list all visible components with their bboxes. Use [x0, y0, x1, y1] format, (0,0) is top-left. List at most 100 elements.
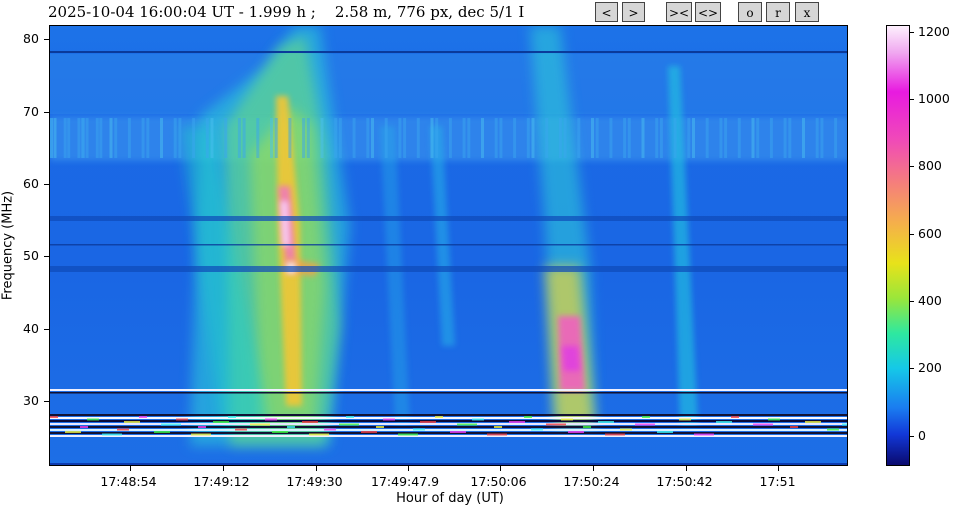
prev-button[interactable]: <: [595, 2, 618, 22]
texture-stripe: [595, 118, 599, 158]
rfi-speck: [598, 421, 614, 423]
close-button[interactable]: x: [795, 2, 819, 22]
rfi-speck: [213, 421, 229, 423]
spectrogram-image: [50, 26, 847, 465]
texture-stripe: [306, 118, 310, 158]
rfi-speck: [235, 428, 247, 431]
rfi-speck: [383, 418, 395, 421]
rfi-speck: [546, 423, 566, 426]
texture-stripe: [467, 118, 471, 158]
rfi-speck: [87, 418, 99, 421]
x-tick-label: 17:49:47.9: [371, 474, 440, 489]
rfi-speck: [124, 421, 140, 423]
rfi-speck: [117, 428, 129, 431]
texture-stripe: [531, 118, 535, 158]
x-tick-label: 17:49:12: [193, 474, 250, 489]
zoom-in-button[interactable]: ><: [666, 2, 692, 22]
option-r-button[interactable]: r: [766, 2, 790, 22]
rfi-speck: [753, 423, 773, 426]
rfi-speck: [154, 431, 170, 433]
texture-stripe: [687, 118, 691, 158]
texture-stripe: [50, 118, 53, 158]
burst-shape: [430, 126, 455, 346]
texture-stripe: [146, 118, 150, 158]
texture-stripe: [481, 118, 484, 158]
texture-stripe: [545, 118, 549, 158]
rfi-speck: [583, 426, 591, 428]
texture-stripe: [77, 118, 81, 158]
y-tick-label: 50: [23, 248, 39, 264]
texture-stripe: [160, 118, 163, 158]
texture-stripe: [641, 118, 645, 158]
x-tick-label: 17:49:30: [286, 474, 343, 489]
rfi-speck: [250, 423, 270, 426]
rfi-speck: [198, 426, 206, 428]
x-tick-mark: [408, 466, 409, 471]
y-tick-mark: [44, 256, 49, 258]
next-button[interactable]: >: [622, 2, 645, 22]
texture-stripe: [673, 118, 677, 158]
colorbar-tick-mark: [910, 301, 914, 303]
y-tick-mark: [44, 111, 49, 113]
texture-stripe: [320, 118, 324, 158]
rfi-speck: [420, 421, 436, 423]
texture-stripe: [783, 118, 787, 158]
texture-stripe: [210, 118, 214, 158]
x-axis-label: Hour of day (UT): [396, 491, 504, 506]
rfi-speck: [472, 418, 484, 421]
colorbar-tick-label: 1000: [918, 91, 950, 107]
texture-stripe: [53, 118, 57, 158]
texture-stripe: [627, 118, 631, 158]
rfi-line: [50, 435, 847, 437]
texture-stripe: [591, 118, 594, 158]
texture-stripe: [242, 118, 246, 158]
y-tick-mark: [44, 400, 49, 402]
texture-stripe: [563, 118, 567, 158]
colorbar-tick-label: 200: [918, 360, 942, 376]
y-tick-label: 80: [23, 31, 39, 47]
texture-stripe: [237, 118, 241, 158]
rfi-line: [50, 429, 847, 431]
zoom-out-button[interactable]: <>: [695, 2, 721, 22]
texture-stripe: [114, 118, 118, 158]
y-tick-label: 60: [23, 176, 39, 192]
spectrogram-plot[interactable]: [49, 25, 848, 466]
texture-stripe: [178, 118, 182, 158]
texture-stripe: [756, 118, 760, 158]
rfi-speck: [176, 418, 188, 421]
texture-stripe: [256, 118, 260, 158]
rfi-speck: [413, 428, 425, 431]
texture-stripe: [192, 118, 196, 158]
rfi-speck: [635, 423, 655, 426]
rfi-speck: [605, 433, 625, 436]
texture-stripe: [274, 118, 278, 158]
burst-shape: [280, 201, 290, 246]
colorbar-tick-mark: [910, 233, 914, 235]
rfi-speck: [161, 423, 181, 426]
y-tick-label: 70: [23, 103, 39, 119]
rfi-speck: [561, 418, 573, 421]
texture-stripe: [366, 118, 370, 158]
colorbar-tick-label: 600: [918, 225, 942, 241]
x-tick-mark: [686, 466, 687, 471]
texture-stripe: [499, 118, 503, 158]
x-tick-label: 17:51: [759, 474, 796, 489]
rfi-speck: [731, 416, 739, 418]
rfi-speck: [139, 416, 147, 418]
y-axis-label: Frequency (MHz): [0, 190, 16, 301]
x-tick-mark: [223, 466, 224, 471]
colorbar-tick-label: 0: [918, 427, 926, 443]
y-tick-label: 30: [23, 392, 39, 408]
rfi-speck: [50, 416, 58, 418]
y-tick-mark: [44, 328, 49, 330]
texture-stripe: [719, 118, 723, 158]
texture-stripe: [659, 118, 663, 158]
burst-shape: [180, 126, 270, 426]
texture-stripe: [494, 118, 498, 158]
rfi-speck: [679, 418, 691, 421]
rfi-speck: [346, 416, 354, 418]
rfi-line: [50, 420, 847, 422]
option-o-button[interactable]: o: [738, 2, 762, 22]
colorbar-tick-label: 400: [918, 293, 942, 309]
rfi-speck: [228, 416, 236, 418]
